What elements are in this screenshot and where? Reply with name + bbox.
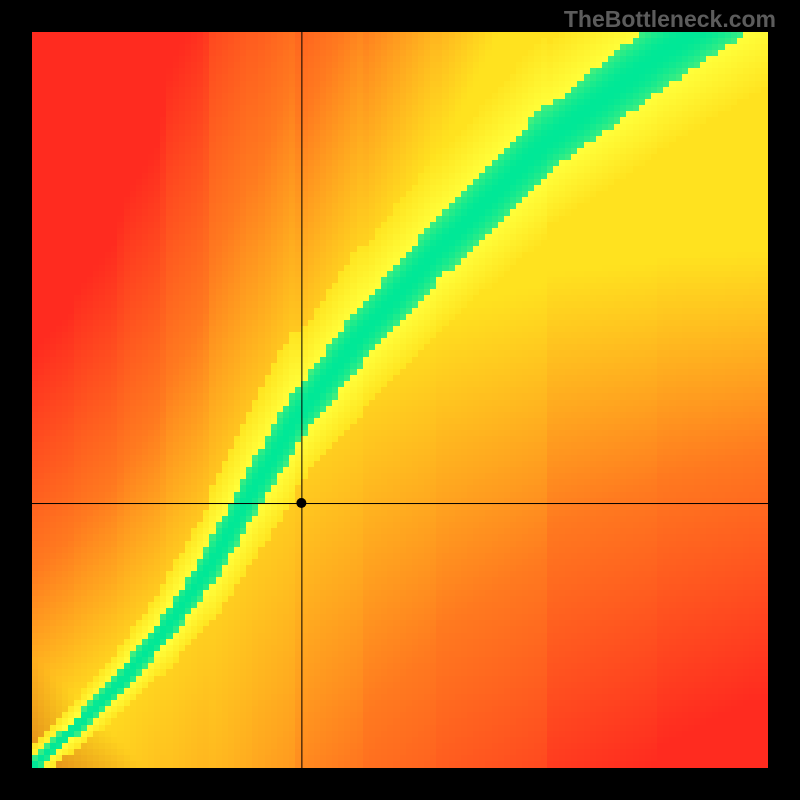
bottleneck-heatmap xyxy=(32,32,768,768)
chart-container: TheBottleneck.com xyxy=(0,0,800,800)
watermark-text: TheBottleneck.com xyxy=(564,6,776,33)
